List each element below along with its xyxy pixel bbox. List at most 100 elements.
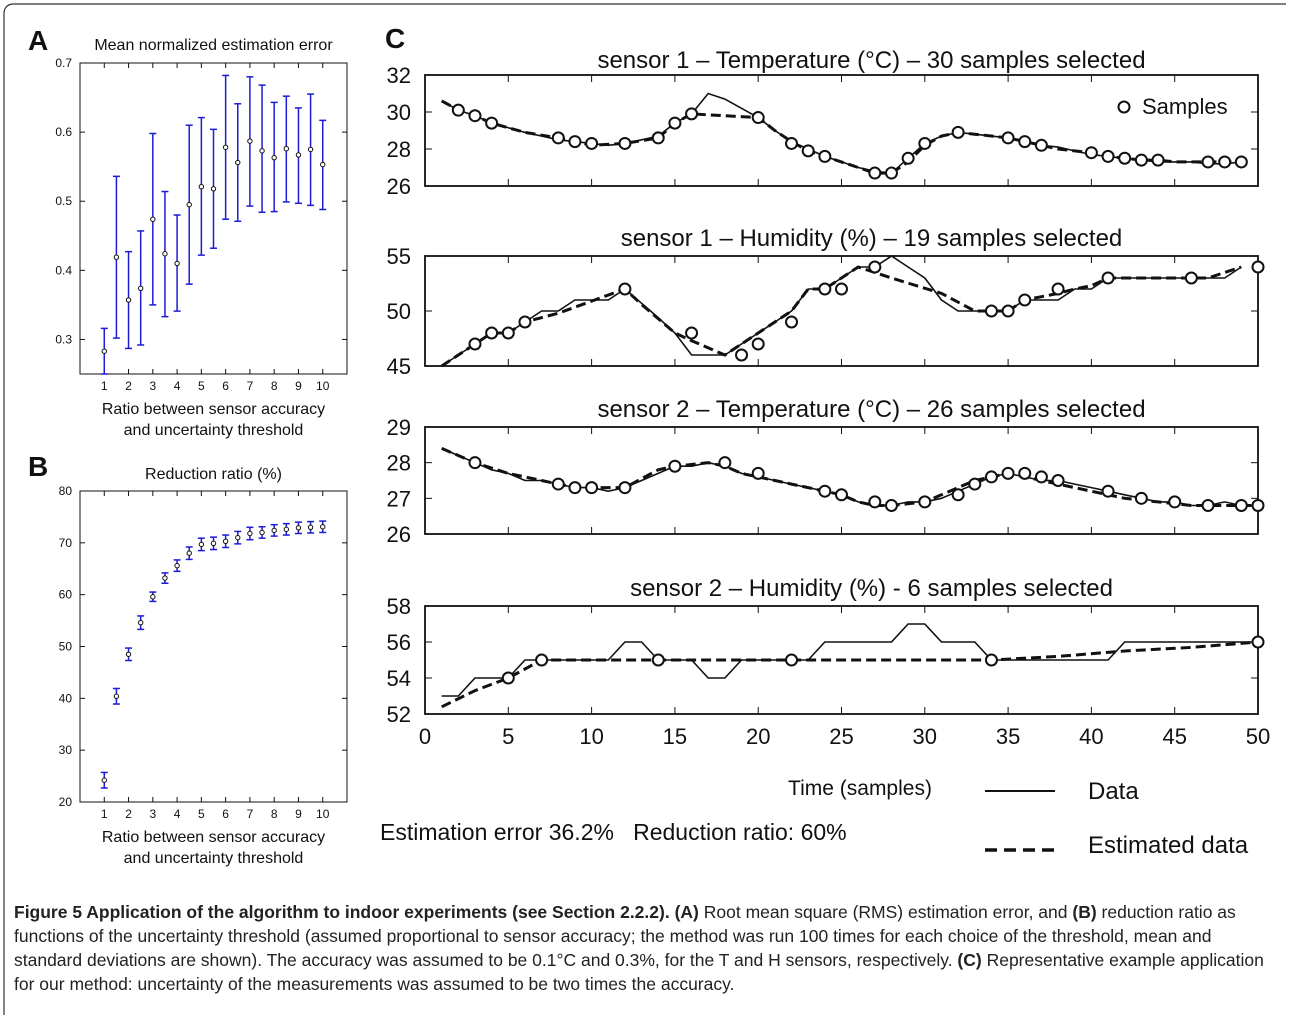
sample-marker <box>868 260 882 274</box>
x-tick-label: 5 <box>198 807 205 821</box>
mean-point <box>235 159 241 166</box>
y-tick-label: 28 <box>387 451 411 476</box>
plot-frame <box>424 74 1259 187</box>
y-tick-label: 30 <box>387 100 411 125</box>
sample-marker <box>735 348 749 362</box>
sample-marker <box>1118 151 1132 165</box>
x-tick-label: 3 <box>149 379 156 393</box>
sample-marker <box>884 166 898 180</box>
sample-marker <box>468 456 482 470</box>
sample-marker <box>951 488 965 502</box>
y-tick-label: 80 <box>59 484 73 498</box>
y-tick-label: 52 <box>387 702 411 727</box>
x-tick-label: 45 <box>1162 724 1186 749</box>
plot-frame <box>424 426 1259 535</box>
y-tick-label: 0.5 <box>55 194 72 208</box>
series-estimated-data <box>441 640 1259 709</box>
x-tick-label: 0 <box>419 724 431 749</box>
y-tick-label: 28 <box>387 137 411 162</box>
x-axis-label: Time (samples) <box>788 777 932 800</box>
mean-point <box>101 348 107 354</box>
sample-marker <box>568 481 582 495</box>
sample-marker <box>868 495 882 509</box>
mean-point <box>150 594 156 600</box>
sample-marker <box>818 149 832 163</box>
sample-marker <box>868 166 882 180</box>
x-tick-label: 8 <box>271 379 278 393</box>
sample-marker <box>785 653 799 667</box>
sample-marker <box>951 125 965 139</box>
x-tick-label: 6 <box>222 379 229 393</box>
sample-marker <box>585 481 599 495</box>
caption-label-b: (B) <box>1072 902 1097 922</box>
legend-data-label: Data <box>1088 778 1139 805</box>
caption-lead: Figure 5 Application of the algorithm to… <box>14 902 670 922</box>
sample-marker <box>1001 131 1015 145</box>
mean-point <box>210 540 217 547</box>
y-tick-label: 26 <box>387 174 411 199</box>
sample-marker <box>1101 149 1115 163</box>
x-axis-label: Ratio between sensor accuracy and uncerta… <box>102 401 325 439</box>
caption-text-1: Root mean square (RMS) estimation error,… <box>698 902 1073 922</box>
legend-sample-label: Samples <box>1142 94 1228 119</box>
sample-marker <box>518 315 532 329</box>
sample-marker <box>751 466 765 480</box>
x-tick-label: 6 <box>222 807 229 821</box>
mean-point <box>295 152 302 158</box>
x-tick-label: 5 <box>502 724 514 749</box>
sample-marker <box>1168 495 1182 509</box>
sample-marker <box>1218 155 1232 169</box>
sample-marker <box>1084 146 1098 160</box>
y-tick-label: 20 <box>59 795 73 809</box>
sample-marker <box>535 653 549 667</box>
mean-point <box>198 541 205 548</box>
sample-marker <box>1234 498 1248 512</box>
y-tick-label: 32 <box>387 63 411 88</box>
mean-point <box>174 260 180 267</box>
sample-marker <box>685 326 699 340</box>
panel-letter-c: C <box>385 23 405 54</box>
y-tick-label: 0.6 <box>55 125 72 139</box>
mean-point <box>247 530 253 537</box>
sample-marker <box>585 136 599 150</box>
x-tick-label: 20 <box>746 724 770 749</box>
series-estimated-data <box>440 265 1242 368</box>
y-tick-label: 58 <box>387 594 411 619</box>
sample-marker <box>1101 271 1115 285</box>
x-tick-label: 10 <box>316 379 330 393</box>
sample-marker <box>568 135 582 149</box>
sample-marker <box>551 131 565 145</box>
sample-marker <box>618 282 632 296</box>
y-tick-label: 26 <box>387 522 411 547</box>
legend-estimated-label: Estimated data <box>1088 832 1249 859</box>
sample-marker <box>1001 304 1015 318</box>
mean-point <box>113 693 120 699</box>
mean-point <box>307 146 314 153</box>
sample-marker <box>751 111 765 125</box>
sample-marker <box>984 470 998 484</box>
chart-title: Mean normalized estimation error <box>94 37 333 54</box>
mean-point <box>101 777 107 783</box>
charts-layer: Mean normalized estimation error 0.3 0.4 0.… <box>55 37 1270 867</box>
mean-point <box>259 529 265 536</box>
summary-text: Estimation error 36.2% Reduction ratio: … <box>380 819 847 845</box>
x-tick-label: 2 <box>125 379 132 393</box>
y-tick-label: 60 <box>59 588 73 602</box>
sample-marker <box>884 498 898 512</box>
sample-marker <box>468 109 482 123</box>
sample-marker <box>901 151 915 165</box>
mean-point <box>271 154 277 161</box>
chart-title: sensor 1 – Temperature (°C) – 30 samples… <box>597 47 1145 74</box>
mean-point <box>235 534 241 541</box>
sample-marker <box>485 116 499 130</box>
chart-title: Reduction ratio (%) <box>145 466 282 483</box>
x-tick-label: 10 <box>579 724 603 749</box>
mean-point <box>186 550 192 556</box>
y-tick-label: 55 <box>387 244 411 269</box>
sample-marker <box>918 136 932 150</box>
sample-marker <box>1051 282 1065 296</box>
sample-marker <box>1251 260 1265 274</box>
sample-marker <box>968 477 982 491</box>
